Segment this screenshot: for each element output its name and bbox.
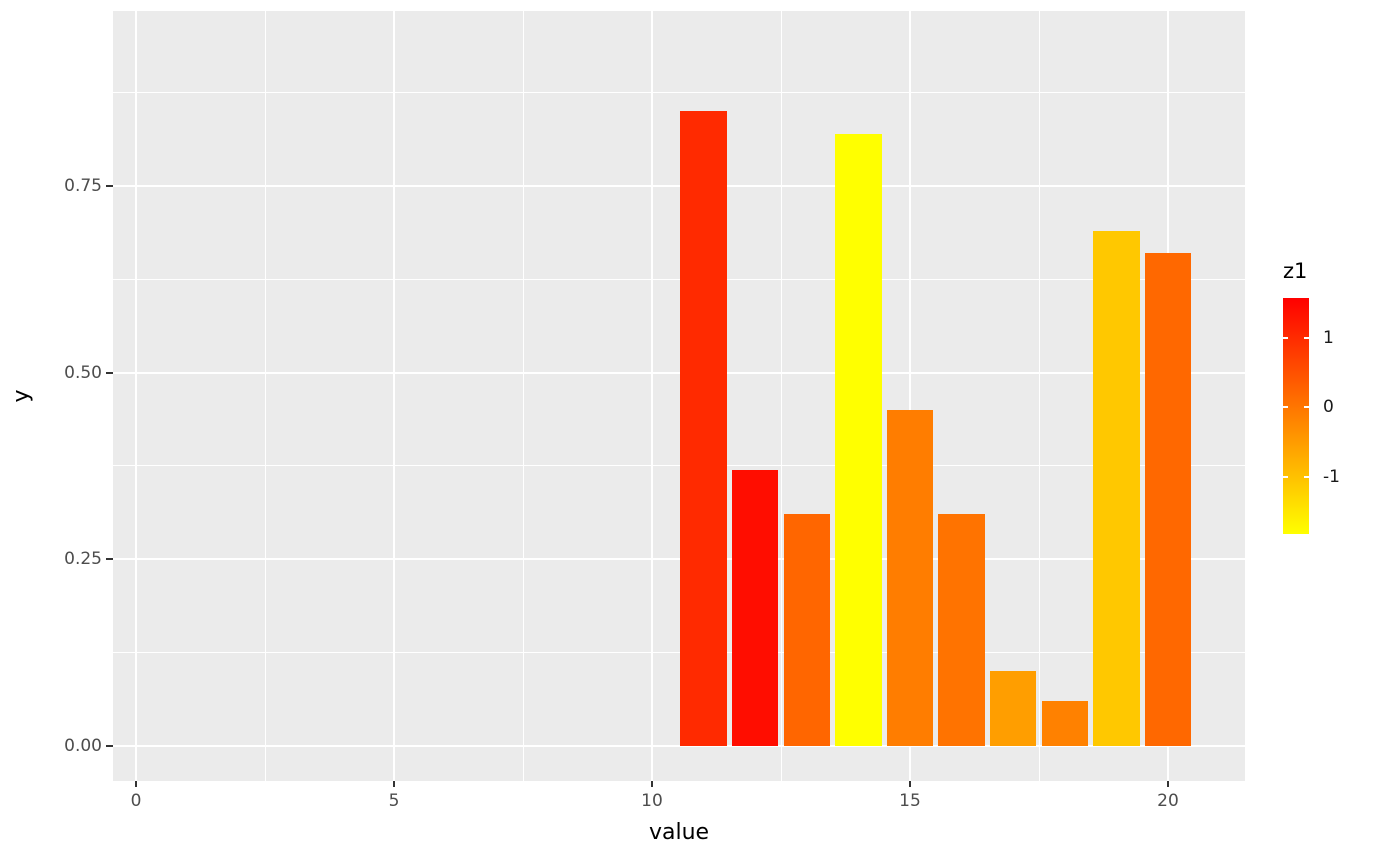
y-axis-tick-mark [106, 184, 113, 187]
x-axis-tick-label: 20 [1157, 791, 1179, 811]
bar [835, 133, 882, 746]
y-axis-tick-label: 0.75 [64, 175, 102, 196]
bar [989, 671, 1037, 746]
bar [783, 514, 831, 746]
legend-tick-mark [1304, 406, 1309, 409]
bar [938, 514, 985, 746]
x-axis-title: value [648, 820, 710, 845]
x-major-gridline [393, 11, 395, 781]
y-major-gridline [113, 558, 1245, 561]
bar [1041, 701, 1089, 746]
legend-tick-mark [1304, 337, 1309, 340]
x-minor-gridline [264, 11, 266, 781]
legend-tick-label: 0 [1323, 397, 1334, 418]
x-axis-tick-label: 0 [130, 791, 142, 811]
bar [886, 409, 934, 746]
plot-panel [113, 11, 1245, 781]
y-minor-gridline [113, 92, 1245, 94]
bar [680, 111, 727, 746]
y-axis-tick-mark [106, 558, 113, 561]
x-major-gridline [135, 11, 137, 781]
x-major-gridline [909, 11, 911, 781]
legend-colorbar [1283, 298, 1309, 534]
bar [1144, 253, 1192, 746]
x-axis-tick-label: 5 [388, 791, 400, 811]
y-major-gridline [113, 745, 1245, 747]
legend-tick-mark [1283, 406, 1288, 409]
legend-title: z1 [1283, 259, 1308, 283]
y-minor-gridline [113, 465, 1245, 467]
bar [731, 469, 779, 746]
x-axis-tick-mark [393, 781, 395, 787]
y-axis-tick-mark [106, 371, 113, 374]
y-minor-gridline [113, 278, 1245, 280]
legend-tick-mark [1283, 337, 1288, 340]
bar [1093, 230, 1140, 746]
legend: z1 1 0 -1 [1283, 258, 1398, 558]
x-minor-gridline [1038, 11, 1040, 781]
x-axis-tick-mark [909, 781, 911, 787]
y-axis-tick-label: 0.50 [64, 362, 102, 383]
legend-tick-mark [1304, 475, 1309, 478]
x-minor-gridline [522, 11, 524, 781]
y-major-gridline [113, 184, 1245, 187]
x-minor-gridline [780, 11, 782, 781]
x-axis-tick-mark [651, 781, 653, 787]
x-major-gridline [651, 11, 653, 781]
legend-tick-label: -1 [1323, 466, 1340, 487]
y-axis-tick-label: 0.00 [64, 736, 102, 756]
legend-tick-mark [1283, 475, 1288, 478]
x-axis-tick-label: 15 [899, 791, 921, 811]
y-axis-tick-label: 0.25 [64, 549, 102, 570]
y-axis-tick-mark [106, 745, 113, 747]
x-axis-tick-mark [135, 781, 137, 787]
x-axis-tick-label: 10 [641, 791, 663, 811]
y-major-gridline [113, 371, 1245, 374]
y-axis-title: y [9, 389, 34, 403]
legend-tick-label: 1 [1323, 328, 1334, 349]
x-axis-tick-mark [1167, 781, 1169, 787]
y-minor-gridline [113, 652, 1245, 654]
